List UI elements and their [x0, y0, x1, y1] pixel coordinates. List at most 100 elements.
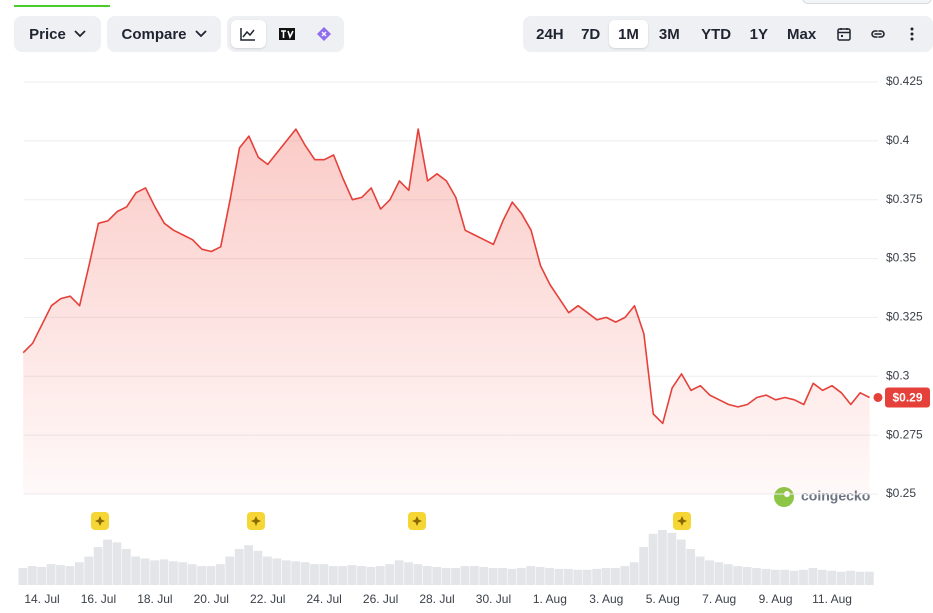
volume-bar [310, 564, 319, 585]
volume-bar [168, 561, 178, 585]
x-tick-label: 16. Jul [81, 592, 116, 606]
volume-bar [112, 542, 122, 585]
volume-bar [817, 569, 827, 585]
event-marker[interactable] [247, 512, 265, 530]
volume-bar [404, 562, 413, 585]
volume-bar [620, 566, 630, 585]
volume-bar [733, 566, 743, 585]
volume-bar [864, 571, 874, 585]
price-line [22, 128, 870, 425]
volume-bar [366, 566, 376, 585]
x-tick-label: 7. Aug [702, 592, 736, 606]
volume-bar [131, 556, 141, 585]
price-dropdown[interactable]: Price [14, 16, 101, 52]
volume-bar [460, 566, 470, 585]
volume-bar [375, 566, 385, 585]
y-tick-label: $0.4 [886, 133, 910, 147]
volume-bar [357, 566, 366, 585]
label: Price [29, 25, 66, 43]
volume-bar [244, 545, 254, 585]
volume-bar [705, 560, 714, 585]
x-tick-label: 28. Jul [419, 592, 454, 606]
volume-bar [526, 566, 536, 585]
range-button[interactable]: 24H [536, 25, 564, 43]
volume-bar [84, 556, 94, 585]
compare-dropdown[interactable]: Compare [107, 16, 221, 52]
x-tick-label: 14. Jul [24, 592, 59, 606]
y-tick-label: $0.25 [886, 486, 916, 500]
last-price-label: $0.29 [892, 391, 922, 405]
volume-bar [413, 564, 423, 585]
last-price-dot [873, 392, 883, 402]
volume-bar [263, 556, 272, 585]
range-button[interactable]: 3M [658, 25, 680, 43]
x-tick-label: 1. Aug [533, 592, 567, 606]
active-tab-underline [14, 5, 110, 7]
volume-bar [272, 558, 282, 585]
volume-bar [770, 569, 780, 585]
volume-bar [234, 548, 244, 585]
volume-bar [799, 569, 808, 585]
volume-bar [300, 562, 310, 585]
volume-bar [121, 548, 131, 585]
price-button[interactable]: Price [14, 20, 101, 48]
volume-bars [18, 530, 874, 585]
price-area [23, 129, 870, 494]
volume-bar [187, 564, 197, 585]
range-button[interactable]: 7D [581, 25, 601, 43]
tradingview-button[interactable] [272, 20, 303, 48]
volume-bar [328, 566, 338, 585]
volume-bar [27, 566, 37, 585]
volume-bar [686, 548, 696, 585]
volume-bar [752, 567, 761, 585]
chart-type-group [227, 16, 344, 52]
calendar-button[interactable] [828, 20, 862, 48]
volume-bar [714, 562, 724, 585]
link-button[interactable] [861, 20, 895, 48]
volume-bar [216, 564, 225, 585]
more-button[interactable] [895, 20, 929, 48]
link-icon [871, 30, 885, 38]
y-tick-label: $0.325 [886, 310, 923, 324]
volume-bar [723, 564, 733, 585]
volume-bar [253, 550, 263, 585]
volume-bar [281, 560, 291, 585]
volume-bar [563, 568, 573, 585]
volume-bar [629, 562, 639, 585]
ai-button[interactable] [309, 20, 340, 48]
volume-bar [676, 539, 686, 585]
volume-bar [479, 566, 489, 585]
range-group: 24H 7D 1M 3M YTD 1Y Max [523, 16, 933, 52]
volume-bar [516, 567, 526, 585]
y-tick-label: $0.275 [886, 427, 923, 441]
volume-bar [441, 567, 451, 585]
tv-icon [279, 28, 296, 40]
volume-bar [197, 566, 206, 585]
volume-bar [582, 569, 592, 585]
range-button[interactable]: Max [787, 25, 817, 43]
volume-bar [65, 566, 75, 585]
volume-bar [178, 562, 188, 585]
line-icon [240, 28, 256, 41]
volume-bar [93, 547, 103, 585]
volume-bar [469, 566, 479, 585]
event-marker[interactable] [91, 512, 109, 530]
volume-bar [225, 556, 235, 585]
x-tick-label: 26. Jul [363, 592, 398, 606]
volume-bar [206, 566, 216, 585]
range-button[interactable]: 1M [608, 20, 649, 48]
compare-button[interactable]: Compare [107, 20, 221, 48]
event-marker[interactable] [673, 512, 691, 530]
line-chart-button[interactable] [231, 20, 266, 48]
range-button[interactable]: YTD [701, 25, 732, 43]
volume-bar [836, 571, 846, 585]
volume-bar [46, 564, 56, 585]
event-marker[interactable] [408, 512, 426, 530]
x-tick-label: 5. Aug [646, 592, 680, 606]
volume-bar [18, 567, 28, 585]
x-tick-label: 20. Jul [194, 592, 229, 606]
volume-bar [140, 558, 150, 585]
label: Compare [121, 25, 187, 43]
range-button[interactable]: 1Y [749, 25, 769, 43]
